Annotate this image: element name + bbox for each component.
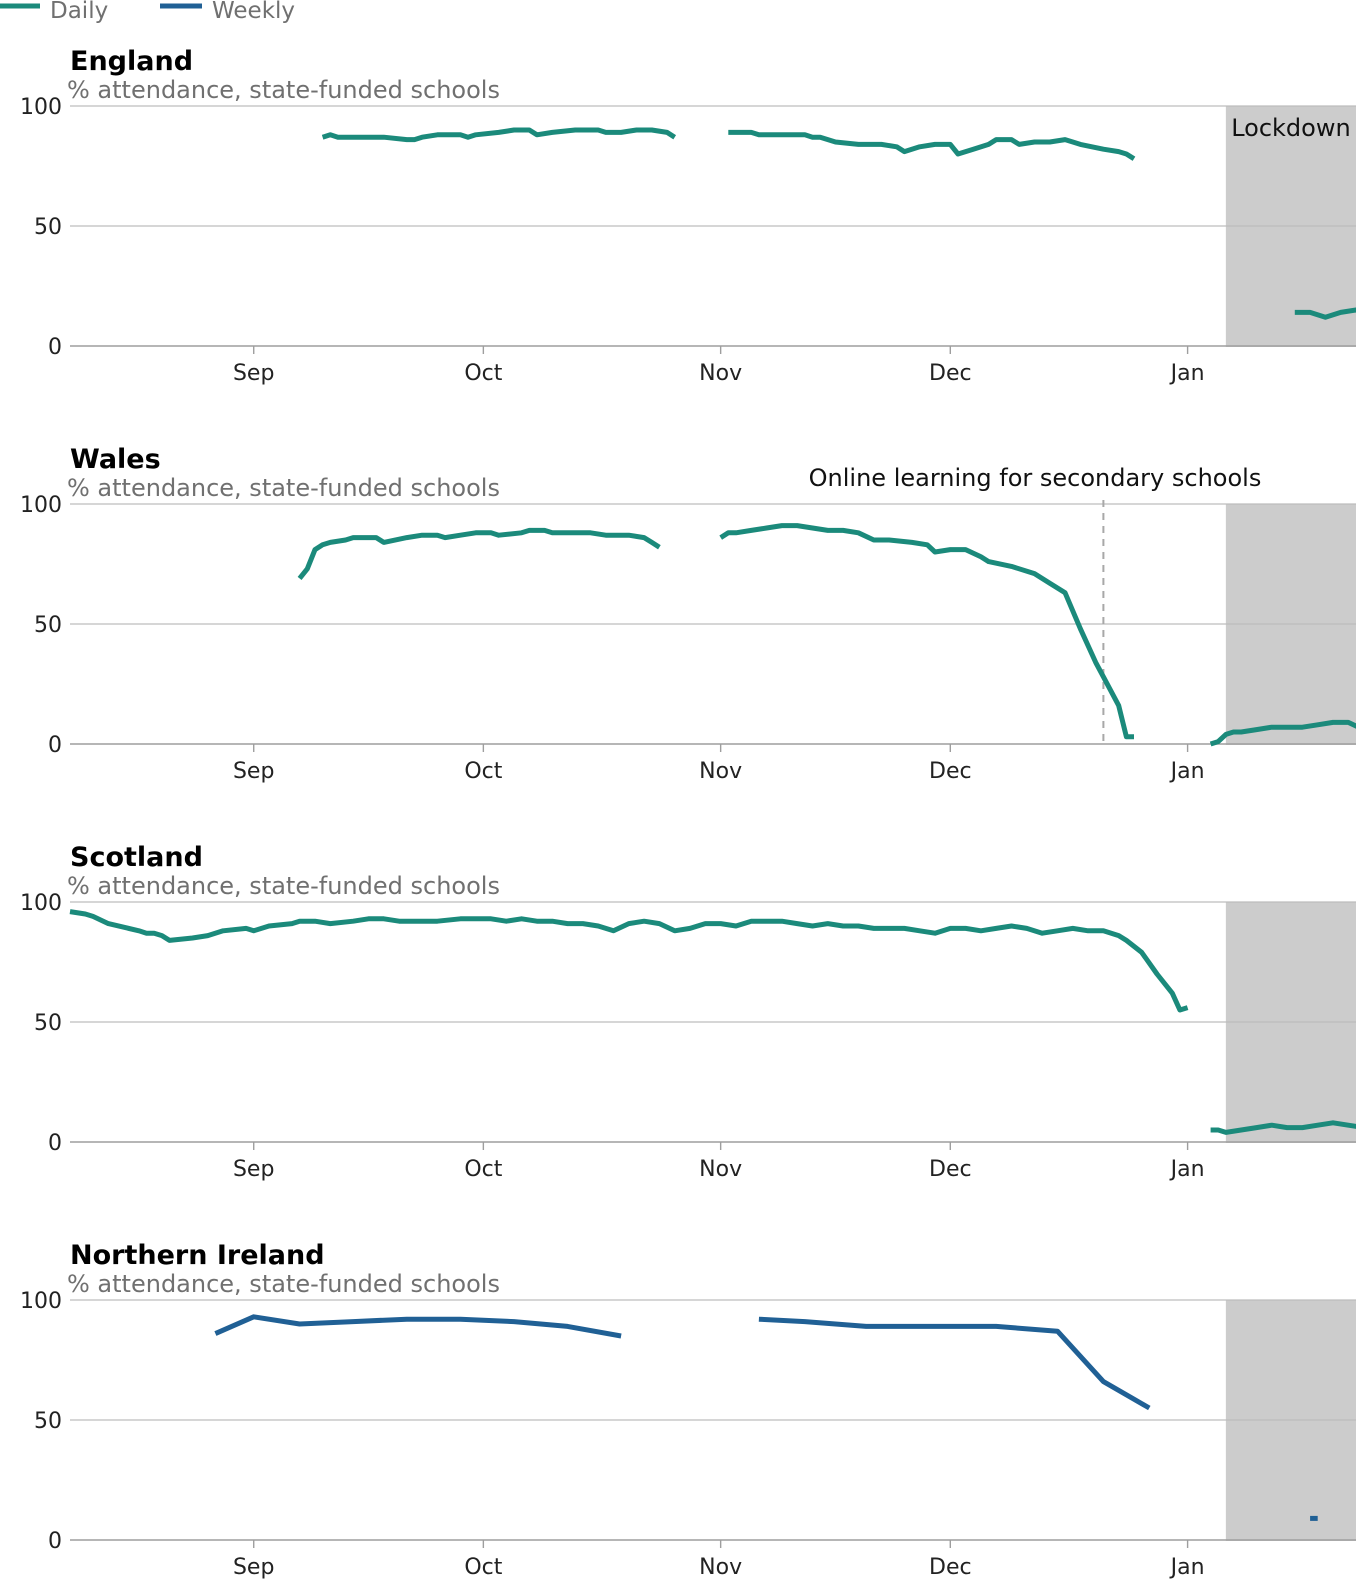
x-tick-label: Sep (233, 1157, 274, 1182)
x-tick-label: Sep (233, 361, 274, 386)
y-tick-label: 0 (48, 733, 62, 758)
y-tick-label: 100 (20, 891, 62, 916)
series-line-weekly-segment-1 (758, 1316, 1151, 1411)
x-tick-label: Dec (929, 361, 972, 386)
panel-title: England (70, 46, 193, 77)
x-tick-label: Oct (464, 759, 502, 784)
series-line-daily-segment-0 (297, 527, 661, 580)
x-tick-label: Nov (699, 759, 742, 784)
x-tick-label: Nov (699, 1555, 742, 1580)
y-tick-label: 0 (48, 335, 62, 360)
x-tick-label: Jan (1169, 759, 1205, 784)
panel-title: Wales (70, 444, 161, 475)
x-tick-label: Dec (929, 1157, 972, 1182)
series-line-daily-segment-2 (1294, 307, 1356, 320)
x-tick-label: Nov (699, 1157, 742, 1182)
y-tick-label: 100 (20, 95, 62, 120)
series-line-daily-segment-0 (321, 127, 677, 143)
x-tick-label: Dec (929, 759, 972, 784)
y-tick-label: 100 (20, 493, 62, 518)
lockdown-label: Lockdown (1231, 114, 1350, 142)
annotation-label: Online learning for secondary schools (809, 464, 1262, 492)
series-line-daily-segment-1 (1210, 1120, 1356, 1135)
y-tick-label: 0 (48, 1529, 62, 1554)
x-tick-label: Jan (1169, 361, 1205, 386)
series-line-daily-segment-1 (728, 129, 1136, 161)
x-tick-label: Dec (929, 1555, 972, 1580)
x-tick-label: Sep (233, 759, 274, 784)
y-tick-label: 0 (48, 1131, 62, 1156)
panel-england: 0 50 100 Sep Oct Nov Dec Jan England% attendance… (20, 46, 1356, 386)
x-tick-label: Nov (699, 361, 742, 386)
x-tick-label: Oct (464, 1157, 502, 1182)
panel-subtitle: % attendance, state-funded schools (67, 474, 500, 502)
series-line-daily-segment-1 (719, 523, 1134, 740)
legend: Daily Weekly (0, 0, 295, 24)
y-tick-label: 100 (20, 1289, 62, 1314)
legend-label-weekly: Weekly (212, 0, 295, 24)
panel-northern-ireland: 0 50 100 Sep Oct Nov Dec Jan Northern Ireland% a… (20, 1240, 1356, 1580)
legend-label-daily: Daily (50, 0, 108, 24)
series-line-weekly-segment-0 (214, 1314, 622, 1339)
panel-title: Northern Ireland (70, 1240, 325, 1271)
series-line-daily-segment-2 (1209, 719, 1356, 747)
panel-subtitle: % attendance, state-funded schools (67, 1270, 500, 1298)
y-tick-label: 50 (34, 1011, 62, 1036)
y-tick-label: 50 (34, 1409, 62, 1434)
x-tick-label: Jan (1169, 1157, 1205, 1182)
y-tick-label: 50 (34, 613, 62, 638)
panel-subtitle: % attendance, state-funded schools (67, 872, 500, 900)
panel-scotland: 0 50 100 Sep Oct Nov Dec Jan Scotland% attendanc… (20, 842, 1356, 1182)
x-tick-label: Oct (464, 1555, 502, 1580)
series-line-daily-segment-0 (69, 909, 1189, 1013)
x-tick-label: Sep (233, 1555, 274, 1580)
panel-title: Scotland (70, 842, 203, 873)
panel-subtitle: % attendance, state-funded schools (67, 76, 500, 104)
x-tick-label: Jan (1169, 1555, 1205, 1580)
panel-wales: 0 50 100 Sep Oct Nov Dec Jan Wales% attendance, … (20, 444, 1356, 784)
y-tick-label: 50 (34, 215, 62, 240)
x-tick-label: Oct (464, 361, 502, 386)
